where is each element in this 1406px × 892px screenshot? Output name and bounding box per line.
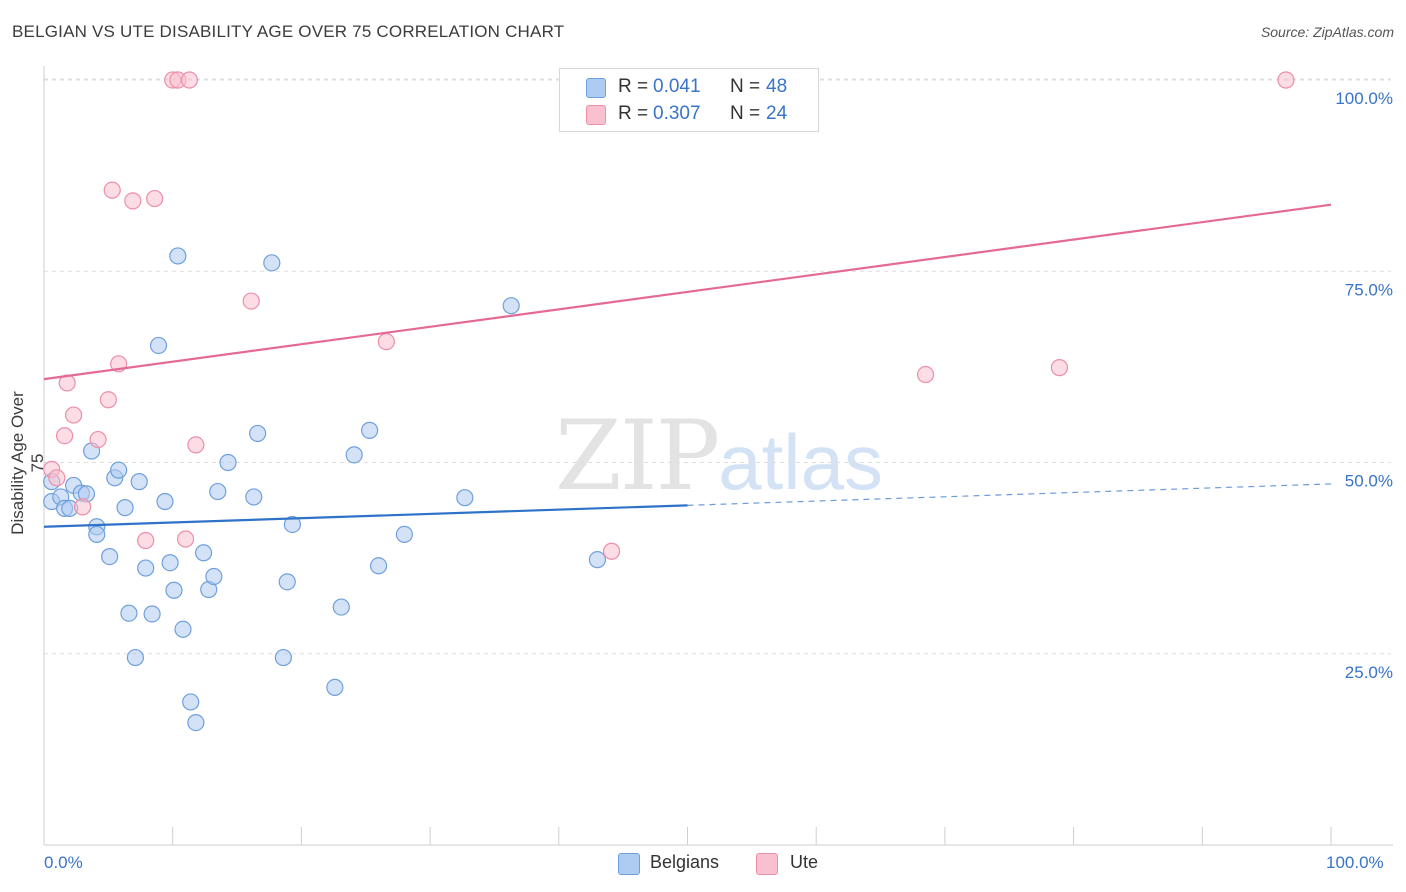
ute-point	[187, 436, 205, 454]
chart-title: BELGIAN VS UTE DISABILITY AGE OVER 75 CO…	[12, 22, 565, 41]
ute-point	[48, 469, 66, 487]
legend-n-value: 24	[766, 103, 788, 124]
belgians-point	[169, 247, 187, 265]
ute-trend-line	[43, 203, 1332, 381]
legend-row-ute: R = 0.307 N = 24	[560, 101, 818, 127]
belgians-trend-extension	[687, 483, 1332, 506]
belgians-point	[395, 525, 413, 544]
correlation-legend: R = 0.041 N = 48 R = 0.307 N = 24	[559, 68, 819, 132]
belgians-point	[130, 473, 148, 491]
ute-point	[1050, 359, 1069, 377]
belgians-point	[209, 482, 227, 501]
ute-point	[377, 333, 395, 351]
ute-point	[180, 71, 199, 89]
ute-point	[103, 181, 121, 199]
belgians-point	[194, 544, 213, 562]
belgians-point	[219, 453, 237, 472]
legend-row-belgians: R = 0.041 N = 48	[560, 74, 818, 100]
belgians-point	[588, 551, 607, 569]
ute-point	[242, 292, 260, 310]
belgians-point	[116, 499, 134, 517]
legend-swatch-ute	[756, 853, 778, 875]
ute-point	[137, 531, 155, 550]
source-credit: Source: ZipAtlas.com	[1260, 24, 1394, 40]
belgians-point	[502, 297, 520, 315]
ute-point	[124, 192, 142, 210]
belgians-point	[205, 567, 223, 586]
y-tick-label: 50.0%	[1345, 472, 1393, 491]
x-tick-label-left: 0.0%	[44, 853, 83, 872]
ute-point	[74, 498, 92, 516]
y-tick-label: 75.0%	[1345, 280, 1393, 299]
legend-swatch-belgians	[618, 853, 640, 875]
legend-swatch-ute	[586, 105, 606, 125]
ute-point	[99, 391, 117, 409]
belgians-point	[161, 554, 179, 572]
belgians-point	[156, 492, 174, 511]
belgians-point	[143, 605, 161, 623]
belgians-point	[283, 515, 301, 534]
y-tick-label: 100.0%	[1335, 89, 1393, 108]
legend-swatch-belgians	[586, 78, 606, 98]
belgians-point	[182, 693, 200, 711]
ute-point	[1277, 71, 1295, 89]
y-tick-label: 25.0%	[1345, 663, 1393, 682]
legend-n-label: N =	[730, 103, 761, 124]
belgians-point	[149, 336, 168, 355]
legend-r-value: 0.307	[653, 103, 701, 124]
legend-label-belgians: Belgians	[650, 852, 720, 872]
ute-point	[65, 406, 83, 424]
legend-label-ute: Ute	[790, 852, 819, 872]
belgians-point	[274, 648, 292, 667]
belgians-point	[126, 648, 144, 667]
belgians-point	[174, 620, 192, 638]
belgians-point	[249, 424, 267, 443]
legend-r-label: R =	[618, 76, 649, 97]
belgians-point	[165, 581, 183, 599]
y-axis-label: Disability Age Over 75	[8, 391, 47, 535]
belgians-point	[101, 547, 119, 566]
legend-n-value: 48	[766, 76, 788, 97]
belgians-point	[187, 713, 205, 732]
legend-r-label: R =	[618, 103, 649, 124]
belgians-point	[110, 461, 128, 479]
belgians-point	[332, 598, 350, 616]
belgians-point	[361, 421, 379, 439]
belgians-point	[120, 604, 138, 622]
ute-point	[55, 427, 74, 445]
belgians-point	[245, 488, 263, 506]
belgians-point	[137, 559, 155, 577]
ute-point	[602, 542, 621, 560]
belgians-point	[263, 254, 281, 272]
ute-point	[176, 530, 195, 548]
legend-n-label: N =	[730, 76, 761, 97]
ute-point	[146, 189, 164, 208]
legend-r-value: 0.041	[653, 76, 701, 97]
x-tick-label-right: 100.0%	[1326, 853, 1384, 872]
belgians-point	[88, 525, 106, 544]
ute-point	[916, 365, 935, 384]
ute-point	[89, 430, 107, 449]
watermark-zip: ZIP	[555, 400, 720, 512]
belgians-point	[456, 489, 474, 507]
belgians-trend-line	[43, 504, 688, 528]
belgians-point	[345, 446, 363, 464]
belgians-point	[370, 557, 388, 575]
belgians-point	[278, 573, 296, 591]
belgians-point	[326, 678, 344, 697]
